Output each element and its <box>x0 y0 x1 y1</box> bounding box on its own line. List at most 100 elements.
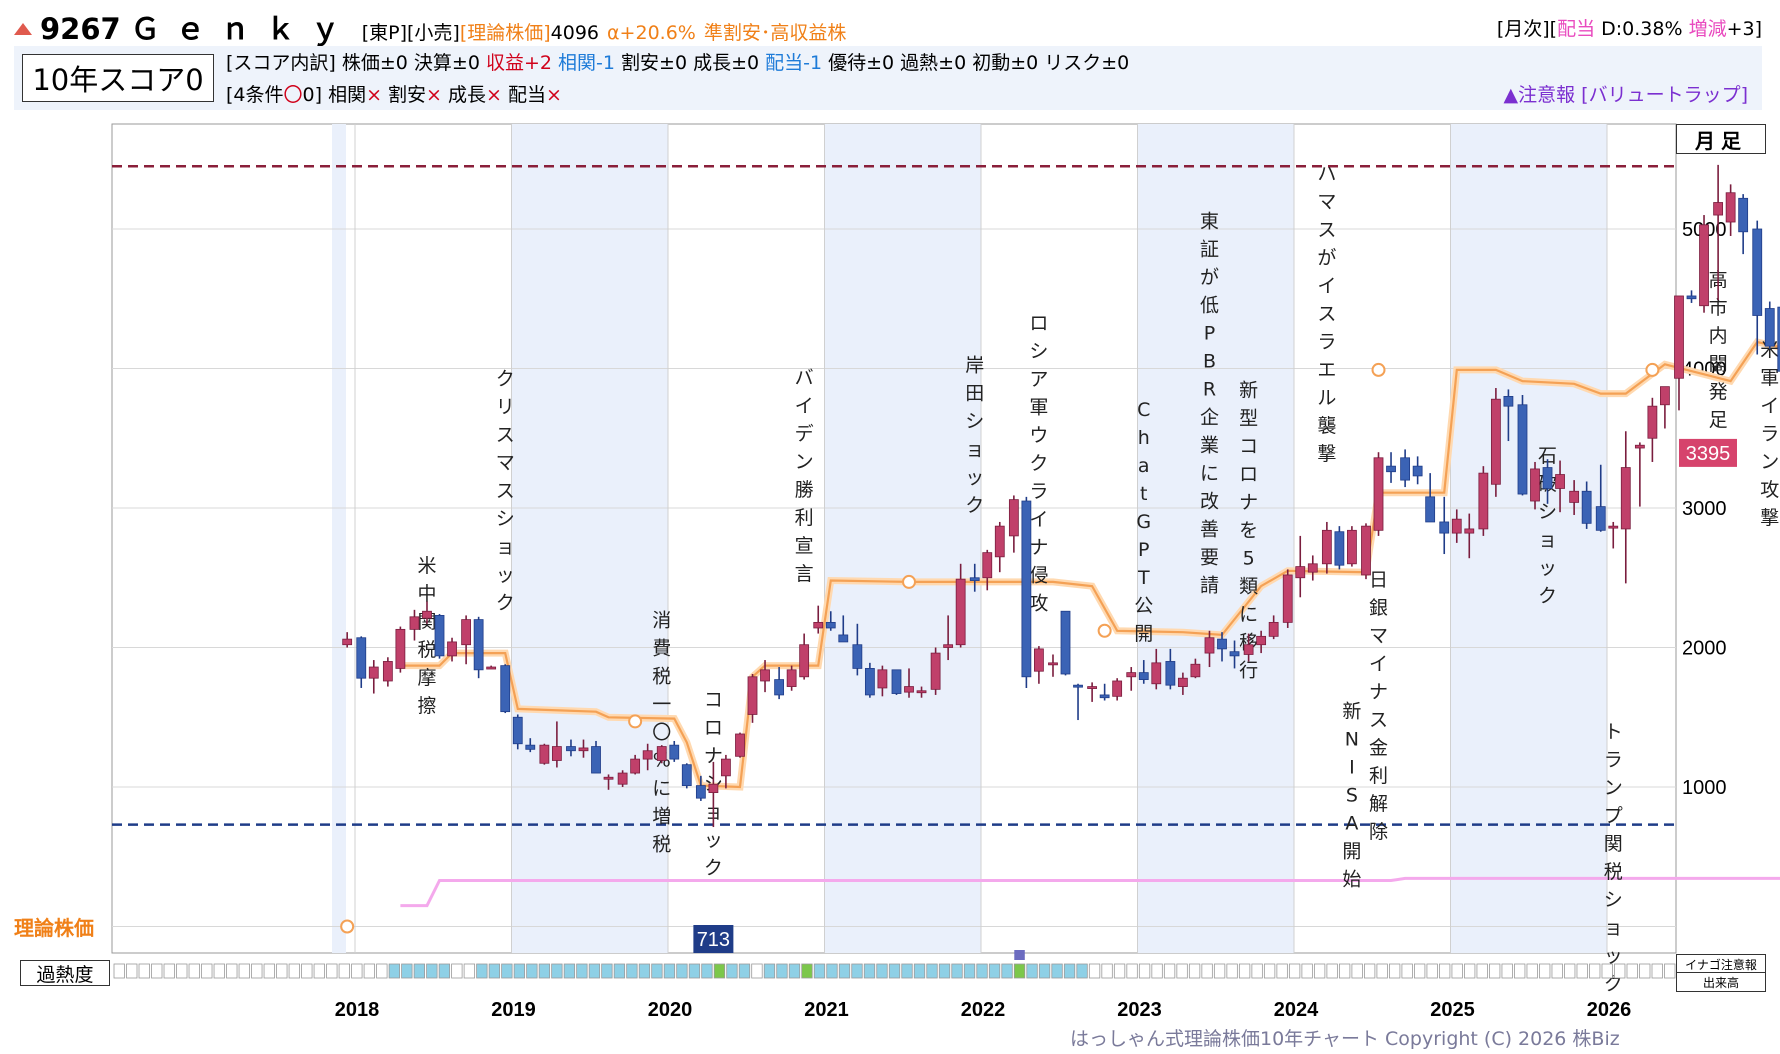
candle-body <box>630 758 641 774</box>
event-char: 要 <box>1200 547 1219 569</box>
overheat-cell <box>1639 963 1651 979</box>
candle <box>603 774 614 790</box>
candle <box>1165 648 1176 690</box>
event-char: 利 <box>1369 765 1388 787</box>
candle-body <box>1608 525 1619 529</box>
score-segment: 配当-1 <box>765 52 823 74</box>
candle-body <box>1764 308 1775 347</box>
candle-body <box>591 746 601 774</box>
candle <box>695 775 706 801</box>
candle <box>1517 395 1528 496</box>
candle <box>1608 521 1619 549</box>
event-char: ョ <box>1538 529 1557 551</box>
condition-segment: 成長 <box>441 84 487 106</box>
overheat-cell <box>663 963 676 979</box>
candle <box>1295 535 1306 598</box>
alpha-value: α+20.6% <box>607 22 696 44</box>
event-char: t <box>1140 483 1147 505</box>
overheat-cell <box>1464 963 1476 979</box>
event-char: ナ <box>1369 681 1388 703</box>
event-char: 行 <box>1239 659 1258 681</box>
overheat-cell <box>188 963 200 979</box>
overheat-cell <box>1601 963 1613 979</box>
score-segment: 相関-1 <box>558 52 615 74</box>
candle-body <box>786 669 797 687</box>
candle <box>1021 496 1032 688</box>
candle-body <box>1530 468 1540 502</box>
candle-body <box>1268 621 1279 637</box>
candle <box>409 609 420 641</box>
event-char: ク <box>496 368 515 390</box>
candle <box>774 667 785 700</box>
candle-body <box>1490 398 1501 485</box>
warning-badge[interactable]: ▲注意報 [バリュートラップ] <box>1504 80 1749 107</box>
event-char: ロ <box>1239 463 1258 485</box>
overheat-cell <box>763 963 776 979</box>
overheat-cell <box>251 963 263 979</box>
candle-body <box>656 746 667 761</box>
candle <box>1243 633 1254 662</box>
candle <box>982 549 993 591</box>
event-char: ア <box>1029 368 1048 390</box>
candle-body <box>1073 684 1083 688</box>
candle-body <box>669 744 680 760</box>
x-tick-label: 2021 <box>804 999 849 1021</box>
event-char: ス <box>1369 709 1388 731</box>
event-char: 請 <box>1200 575 1219 597</box>
event-char: 関 <box>1604 833 1623 855</box>
candle-body <box>1060 610 1071 675</box>
candle-body <box>1386 465 1396 473</box>
overheat-cell <box>1126 963 1138 979</box>
candle-body <box>617 772 628 785</box>
score-panel: 10年スコア0 [スコア内訳] 株価±0 決算±0 収益+2 相関-1 割安±0… <box>14 46 1762 110</box>
candle-body <box>603 776 614 780</box>
candle-body <box>735 733 745 757</box>
overheat-cell <box>1101 963 1113 979</box>
event-char: 開 <box>1342 840 1361 862</box>
event-char: 増 <box>652 806 671 828</box>
candle <box>1073 683 1083 721</box>
event-char: 始 <box>1342 868 1361 890</box>
theory-price-label: 理論株価 <box>14 916 94 940</box>
event-char: ラ <box>1604 749 1623 771</box>
candle <box>395 626 406 673</box>
event-char: 軍 <box>1029 396 1048 418</box>
candle <box>994 521 1005 573</box>
candle <box>969 563 980 592</box>
overheat-cell <box>276 963 288 979</box>
candle <box>422 601 432 624</box>
candle <box>799 633 810 680</box>
overheat-cell <box>376 963 388 979</box>
candle-body <box>1660 386 1670 406</box>
overheat-cell <box>363 963 375 979</box>
candle-body <box>1321 529 1332 565</box>
overheat-cell <box>626 963 638 979</box>
event-char: 除 <box>1369 821 1388 843</box>
x-tick-label: 2022 <box>961 999 1006 1021</box>
monthly-toggle[interactable]: 月足 <box>1676 124 1766 154</box>
overheat-cell <box>1651 963 1663 979</box>
candle <box>1555 460 1565 513</box>
overheat-cell <box>1001 963 1013 979</box>
overheat-cell <box>776 963 788 979</box>
event-char: 改 <box>1200 491 1219 513</box>
condition-segment: × <box>366 84 382 106</box>
candle <box>735 732 745 758</box>
overheat-cell <box>813 963 826 979</box>
candle-body <box>708 783 719 793</box>
candle <box>591 740 601 774</box>
candle <box>1738 194 1749 255</box>
year-shade-2025 <box>1450 124 1607 953</box>
event-char: に <box>1200 463 1219 485</box>
event-char: 中 <box>417 583 436 605</box>
event-char: ッ <box>965 466 984 488</box>
candle-body <box>930 652 941 690</box>
overheat-cell <box>688 963 701 979</box>
event-char: 5 <box>1243 547 1255 569</box>
candle <box>1713 164 1724 301</box>
overheat-cell <box>451 963 463 979</box>
candle-body <box>1165 661 1176 686</box>
theory-value: 4096 <box>550 22 600 44</box>
